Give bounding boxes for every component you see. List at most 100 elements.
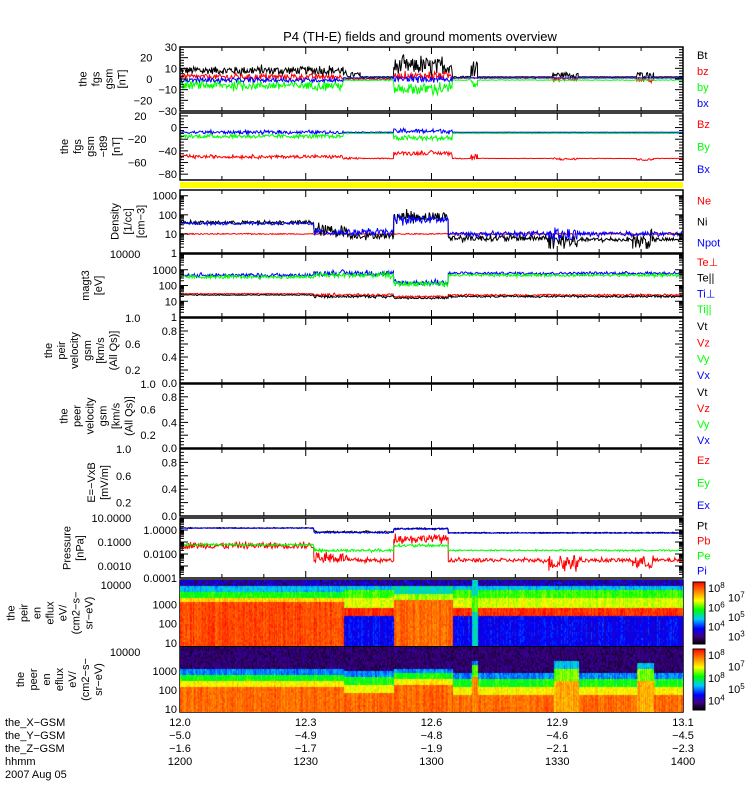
legend-temperature: Te|| bbox=[697, 273, 714, 285]
x-axis-value: 12.6 bbox=[421, 717, 442, 729]
colorbar-label-exponent: 5 bbox=[740, 682, 745, 691]
x-axis-value: −1.7 bbox=[295, 743, 317, 755]
y-axis-label: sr−eV) bbox=[93, 663, 105, 696]
y-tick-label: 0.2 bbox=[140, 430, 155, 442]
colorbar bbox=[692, 648, 706, 711]
colorbar-label: 108 bbox=[708, 648, 725, 662]
y-tick-label: 10 bbox=[165, 63, 177, 75]
y-axis-label: gsm bbox=[85, 136, 97, 157]
legend-pressure: Pt bbox=[697, 521, 707, 533]
x-axis-value: −2.1 bbox=[546, 743, 568, 755]
x-axis-row-label: the_Y−GSM bbox=[5, 730, 65, 742]
y-tick-label: 0.0100 bbox=[143, 549, 177, 561]
y-tick-label: −20 bbox=[128, 134, 147, 146]
x-axis-value: 1230 bbox=[294, 756, 318, 768]
y-tick-label: 0.8 bbox=[162, 457, 177, 469]
y-axis-label: [km/s bbox=[110, 402, 122, 429]
y-axis-label: [km/s bbox=[95, 337, 107, 364]
y-tick-label: 0.0 bbox=[162, 443, 177, 455]
series-npot bbox=[180, 212, 683, 243]
y-tick-label: 0 bbox=[146, 74, 152, 86]
quality-flag-bar bbox=[180, 182, 683, 188]
legend-peir_velocity: Vt bbox=[697, 321, 707, 333]
legend-peir_velocity: Vx bbox=[697, 370, 710, 382]
colorbar-label: 104 bbox=[708, 694, 725, 708]
y-tick-label: 20 bbox=[140, 53, 152, 65]
y-axis-label: eV/ bbox=[58, 604, 70, 621]
colorbar-label-base: 10 bbox=[708, 673, 720, 685]
legend-fgs_gsm: bz bbox=[697, 66, 709, 78]
y-axis-label: E=−VxB bbox=[86, 462, 98, 502]
legend-temperature: Ti⊥ bbox=[697, 288, 715, 300]
y-tick-label: 0.6 bbox=[116, 471, 131, 483]
colorbar-label-exponent: 6 bbox=[720, 600, 725, 609]
x-axis-row-label: the_Z−GSM bbox=[5, 743, 65, 755]
y-tick-label: −80 bbox=[158, 169, 177, 181]
plot-date: 2007 Aug 05 bbox=[5, 769, 67, 781]
colorbar-label-exponent: 5 bbox=[740, 610, 745, 619]
peir_en_eflux-spectrogram bbox=[180, 580, 683, 646]
colorbar-label-exponent: 3 bbox=[740, 629, 745, 638]
y-tick-label: 0.1000 bbox=[98, 537, 132, 549]
y-tick-label: −20 bbox=[134, 95, 153, 107]
colorbar-label-exponent: 7 bbox=[740, 591, 745, 600]
y-tick-label: 100 bbox=[159, 210, 177, 222]
series-te bbox=[180, 293, 683, 301]
fgs_gsm_t89-axes: 20 0 −20 −40 −60 −80 the fgs gsm −t89 [nT] bbox=[59, 111, 684, 181]
y-axis-label: Density bbox=[110, 203, 122, 240]
y-tick-label: 10000 bbox=[110, 249, 141, 261]
legend-fgs_gsm_t89: Bz bbox=[697, 119, 710, 131]
colorbar-label-base: 10 bbox=[708, 583, 720, 595]
legend-density: Ne bbox=[697, 196, 711, 208]
y-axis-label: the bbox=[43, 343, 55, 358]
y-tick-label: 0.0 bbox=[162, 378, 177, 390]
y-tick-label: −40 bbox=[158, 146, 177, 158]
y-axis-label: Pressure bbox=[61, 526, 73, 570]
colorbar-label-exponent: 4 bbox=[720, 620, 725, 629]
y-axis-label: the bbox=[59, 139, 71, 154]
y-tick-label: 1000 bbox=[153, 191, 177, 203]
colorbar-label-exponent: 4 bbox=[720, 694, 725, 703]
fgs_gsm-axes: 30 20 10 0 −10 −20 −30 the fgs gsm [nT] bbox=[78, 42, 684, 118]
y-tick-label: 0.4 bbox=[162, 484, 177, 496]
panel-frame bbox=[179, 383, 684, 449]
x-axis-value: 1330 bbox=[545, 756, 569, 768]
y-axis-label: [nPa] bbox=[74, 535, 86, 561]
colorbar-label: 107 bbox=[728, 591, 745, 605]
legend-fgs_gsm: bx bbox=[697, 98, 709, 110]
y-axis-label: en bbox=[32, 607, 44, 619]
y-axis-label: [1/cc] bbox=[123, 208, 135, 234]
y-tick-label: 100 bbox=[159, 685, 177, 697]
y-tick-label: 10000 bbox=[101, 580, 132, 592]
colorbar-label-base: 10 bbox=[708, 696, 720, 708]
panel-frame bbox=[179, 253, 684, 318]
legend-peer_velocity: Vt bbox=[697, 387, 707, 399]
y-axis-label: −t89 bbox=[98, 136, 110, 158]
panel-frame bbox=[179, 112, 684, 181]
density-axes: 1000 100 10 1 Density [1/cc] [cm−3] bbox=[110, 189, 684, 260]
y-tick-label: 10 bbox=[165, 638, 177, 650]
colorbar-label: 108 bbox=[708, 581, 725, 595]
x-axis-value: −4.5 bbox=[672, 730, 694, 742]
panel-frame bbox=[179, 448, 684, 517]
x-axis-value: −2.3 bbox=[672, 743, 694, 755]
legend-fgs_gsm: by bbox=[697, 82, 709, 94]
y-axis-label: [mV/m] bbox=[99, 465, 111, 500]
x-axis-value: −4.9 bbox=[295, 730, 317, 742]
y-tick-label: 0.0 bbox=[162, 511, 177, 523]
y-tick-label: 10 bbox=[165, 704, 177, 716]
x-axis-value: −1.6 bbox=[169, 743, 191, 755]
y-axis-label: peir bbox=[56, 341, 68, 360]
legend-fgs_gsm_t89: By bbox=[697, 142, 710, 154]
y-axis-label: eflux bbox=[54, 667, 66, 691]
y-tick-label: 100 bbox=[159, 281, 177, 293]
x-axis-value: 12.9 bbox=[547, 717, 568, 729]
y-tick-label: 1000 bbox=[153, 265, 177, 277]
y-axis-label: gsm bbox=[82, 340, 94, 361]
y-axis-label: the bbox=[6, 605, 18, 620]
y-tick-label: 30 bbox=[165, 42, 177, 54]
y-axis-label: sr−eV) bbox=[84, 597, 96, 630]
panel-frame bbox=[179, 317, 684, 384]
peir_velocity-axes: 1.0 0.8 0.6 0.4 0.2 0.0 the peir velocity gsm [km/… bbox=[43, 313, 684, 390]
y-tick-label: 100 bbox=[159, 619, 177, 631]
